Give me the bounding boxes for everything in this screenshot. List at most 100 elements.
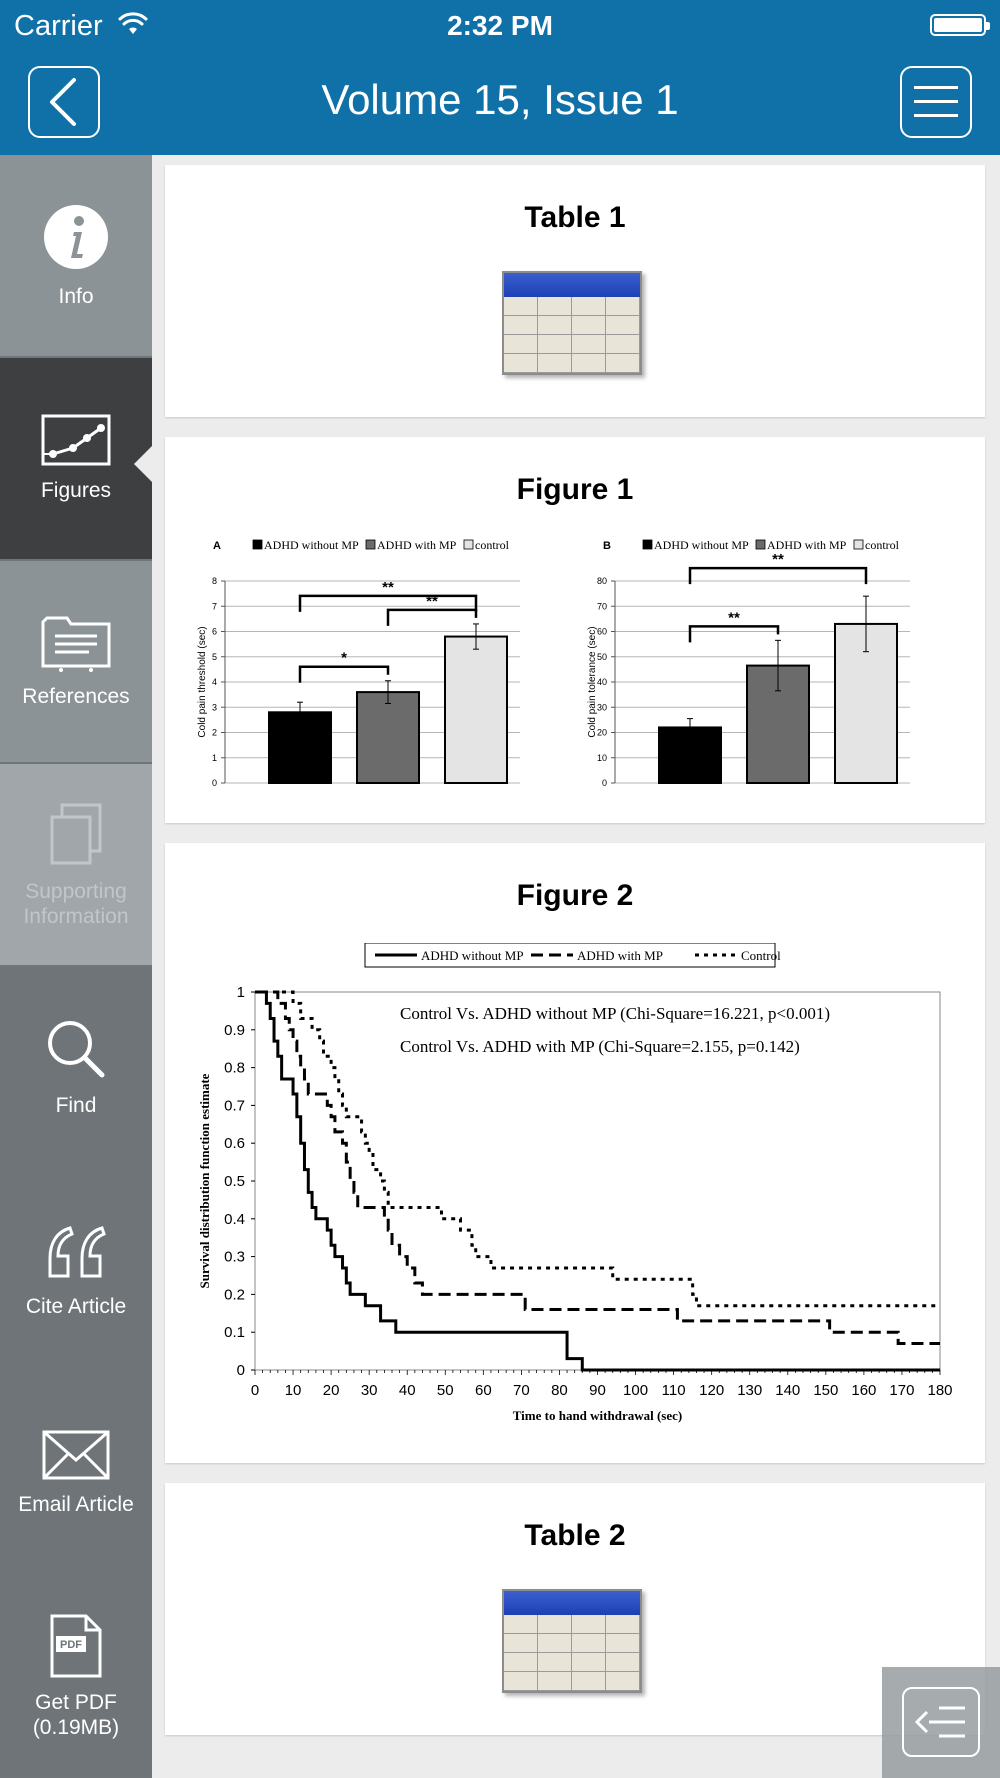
survival-curve [255, 990, 940, 1346]
significance-label: ** [382, 579, 394, 596]
y-tick-label: 20 [597, 728, 607, 738]
legend-swatch [463, 539, 474, 550]
y-tick-label: 1 [237, 984, 245, 1001]
legend-label: Control [741, 948, 781, 963]
card-title: Table 1 [524, 201, 626, 234]
x-tick-label: 180 [927, 1382, 952, 1399]
sidebar-item-label: Find [55, 1094, 97, 1117]
sidebar-item-figures[interactable]: Figures [0, 358, 152, 561]
y-tick-label: 0.5 [224, 1173, 245, 1190]
sidebar-item-references[interactable]: References [0, 561, 152, 764]
pdf-icon: PDF [50, 1614, 102, 1677]
y-tick-label: 40 [597, 677, 607, 687]
sidebar-item-email-article[interactable]: Email Article [0, 1373, 152, 1576]
y-tick-label: 5 [212, 652, 217, 662]
y-tick-label: 2 [212, 728, 217, 738]
y-tick-label: 0.8 [224, 1060, 245, 1077]
sidebar-item-cite-article[interactable]: Cite Article [0, 1170, 152, 1373]
figure-2-chart[interactable]: ADHD without MP ADHD with MP Control 0 0.1 0.… [165, 943, 985, 1443]
legend-label: control [475, 538, 510, 552]
legend-label: control [865, 538, 900, 552]
y-tick-label: 30 [597, 702, 607, 712]
y-tick-label: 70 [597, 601, 607, 611]
y-tick-label: 0.4 [224, 1211, 245, 1228]
documents-icon [50, 803, 102, 864]
y-tick-label: 10 [597, 753, 607, 763]
sidebar-item-label: Info [58, 285, 94, 308]
sidebar-item-label: Figures [40, 479, 112, 502]
y-tick-label: 50 [597, 652, 607, 662]
sidebar-item-find[interactable]: Find [0, 967, 152, 1170]
top-bar: Carrier 2:32 PM Volume 15, Issue 1 [0, 0, 1000, 155]
x-tick-label: 40 [399, 1382, 416, 1399]
table-icon[interactable] [502, 1589, 642, 1693]
x-tick-label: 0 [251, 1382, 259, 1399]
legend-label: ADHD with MP [767, 538, 847, 552]
chevron-left-icon [50, 78, 76, 126]
significance-bracket [298, 594, 478, 612]
x-axis-label: Time to hand withdrawal (sec) [513, 1408, 682, 1423]
significance-bracket [688, 566, 868, 585]
y-tick-label: 0.2 [224, 1286, 245, 1303]
back-button[interactable] [28, 66, 100, 138]
x-tick-label: 90 [589, 1382, 606, 1399]
collapse-sidebar-button[interactable] [882, 1667, 1000, 1778]
menu-button[interactable] [900, 66, 972, 138]
bar [268, 711, 332, 784]
survival-curve [255, 990, 940, 1372]
figure-1-chart[interactable]: A ADHD without MP ADHD with MP control 0 1 2 3 4… [165, 527, 985, 817]
x-tick-label: 160 [851, 1382, 876, 1399]
bar [658, 726, 722, 784]
folder-icon [41, 616, 111, 672]
chart-icon [41, 414, 111, 466]
legend-label: ADHD without MP [654, 538, 749, 552]
y-tick-label: 0 [237, 1362, 245, 1379]
wifi-icon [118, 12, 148, 41]
card-title: Table 2 [524, 1519, 626, 1552]
y-tick-label: 6 [212, 627, 217, 637]
sidebar-item-label: Supporting Information [23, 879, 129, 928]
x-tick-label: 110 [662, 1382, 686, 1399]
sidebar-item-label: Cite Article [25, 1295, 127, 1318]
selection-pointer [134, 446, 152, 482]
x-tick-label: 60 [475, 1382, 492, 1399]
legend-swatch [755, 539, 766, 550]
sidebar-item-supporting-information[interactable]: Supporting Information [0, 764, 152, 967]
x-tick-label: 80 [551, 1382, 568, 1399]
legend-label: ADHD without MP [421, 948, 524, 963]
hamburger-icon [914, 86, 958, 117]
sidebar: Info Figures References Supporting Infor… [0, 155, 152, 1778]
annotation: Control Vs. ADHD with MP (Chi-Square=2.1… [400, 1037, 800, 1056]
y-tick-label: 80 [597, 576, 607, 586]
y-tick-label: 0.3 [224, 1249, 245, 1266]
sidebar-item-info[interactable]: Info [0, 155, 152, 358]
y-tick-label: 0.7 [224, 1097, 245, 1114]
figure-2-card[interactable]: Figure 2 ADHD without MP ADHD with MP Cont… [165, 843, 985, 1463]
y-tick-label: 0 [602, 778, 607, 788]
page-title: Volume 15, Issue 1 [321, 76, 679, 123]
table-1-card[interactable]: Table 1 [165, 165, 985, 417]
sidebar-item-get-pdf[interactable]: PDF Get PDF (0.19MB) [0, 1576, 152, 1778]
quote-icon [48, 1226, 106, 1278]
legend-swatch [252, 539, 263, 550]
significance-label: ** [772, 551, 784, 568]
y-tick-label: 0.9 [224, 1022, 245, 1039]
significance-label: ** [728, 609, 740, 626]
x-tick-label: 70 [513, 1382, 530, 1399]
y-tick-label: 0.6 [224, 1135, 245, 1152]
table-icon[interactable] [502, 271, 642, 375]
legend-label: ADHD without MP [264, 538, 359, 552]
panel-label: A [213, 540, 221, 552]
battery-icon [930, 14, 990, 36]
legend-label: ADHD with MP [377, 538, 457, 552]
status-bar: Carrier 2:32 PM [0, 0, 1000, 50]
status-time: 2:32 PM [447, 10, 553, 41]
significance-label: * [341, 650, 347, 667]
survival-curve [255, 990, 940, 1308]
legend-label: ADHD with MP [577, 948, 663, 963]
bar [444, 635, 508, 784]
y-tick-label: 3 [212, 702, 217, 712]
table-2-card[interactable]: Table 2 [165, 1483, 985, 1735]
legend-swatch [642, 539, 653, 550]
figure-1-card[interactable]: Figure 1 A ADHD without MP ADHD with MP con… [165, 437, 985, 823]
